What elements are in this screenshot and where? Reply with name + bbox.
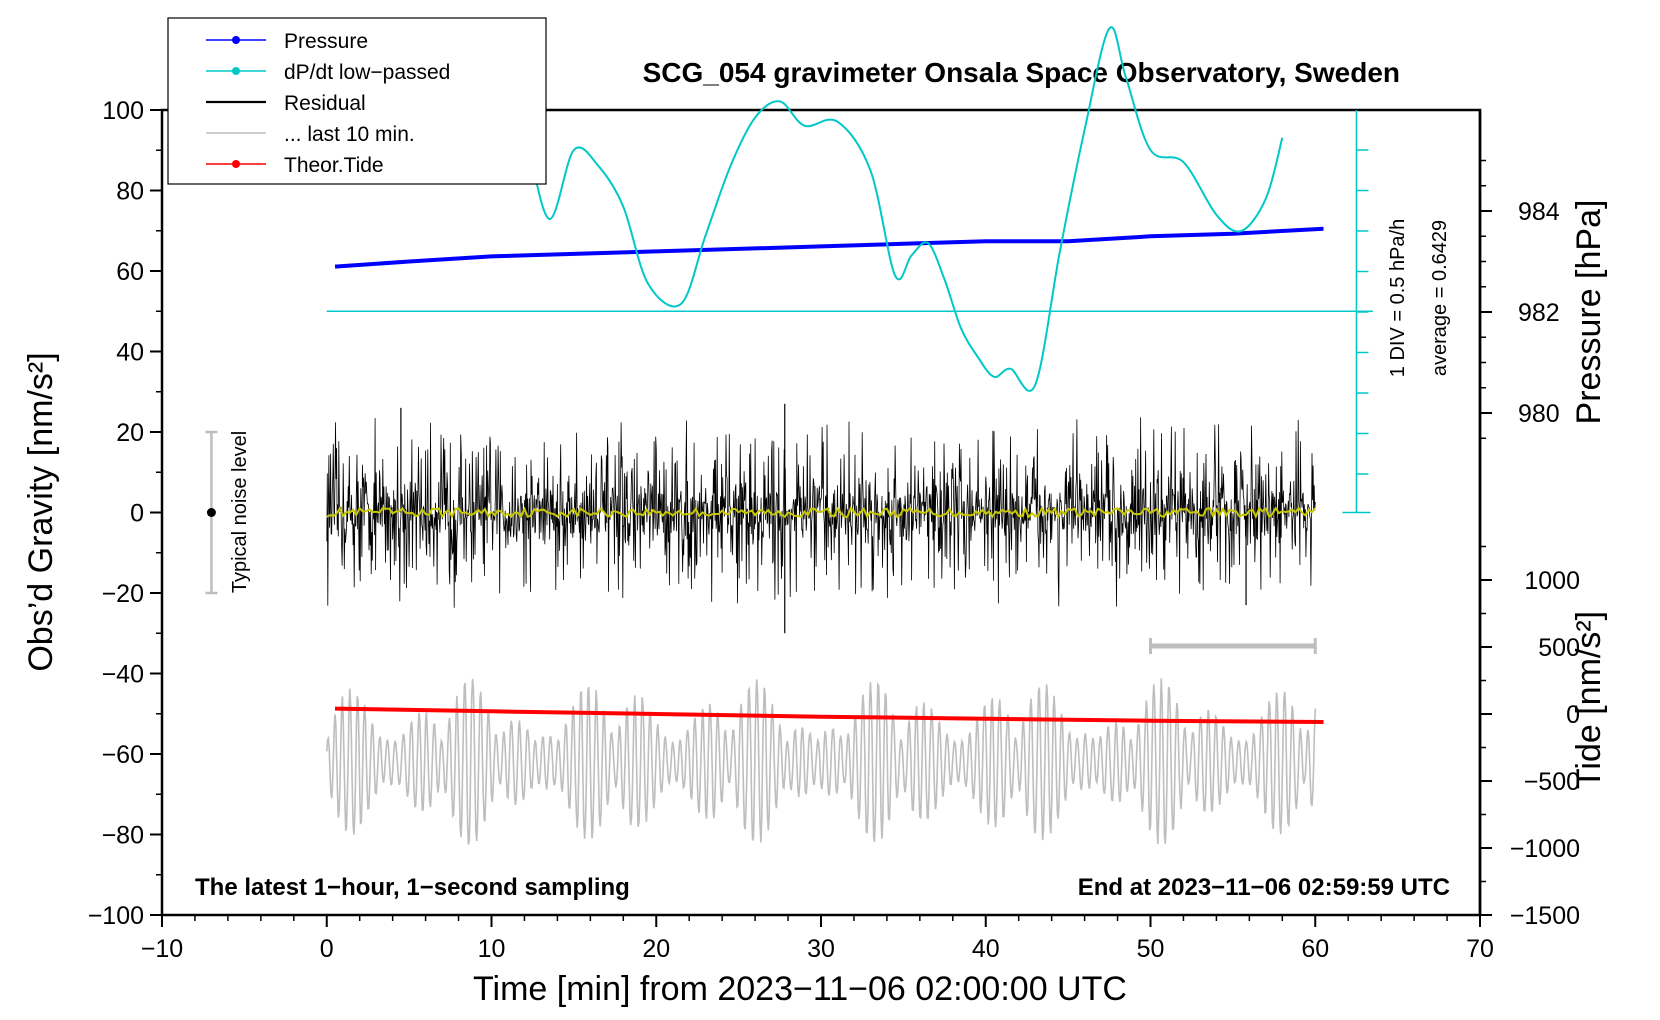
y-tick-label: −60 bbox=[102, 741, 144, 769]
y-tick-label: −100 bbox=[88, 902, 144, 930]
legend-label: Theor.Tide bbox=[284, 154, 384, 177]
legend: Pressure dP/dt low−passed Residual ... last… bbox=[167, 17, 547, 185]
x-tick-label: 60 bbox=[1301, 935, 1329, 963]
left-axis: 100 80 60 40 20 0 −20 −40 −60 −80 −100 bbox=[88, 97, 162, 930]
dpdt-average-label: average = 0.6429 bbox=[1429, 220, 1451, 376]
noise-bar-center-dot bbox=[206, 508, 216, 517]
annotations bbox=[205, 430, 1317, 654]
y-tick-label: −80 bbox=[102, 822, 144, 850]
pressure-tick-label: 984 bbox=[1518, 198, 1560, 226]
x-tick-label: 40 bbox=[972, 935, 1000, 963]
y-axis-title-tide: Tide [nm/s²] bbox=[1570, 611, 1608, 789]
legend-marker bbox=[232, 160, 240, 168]
y-tick-label: 0 bbox=[130, 500, 144, 528]
tide-tick-label: 500 bbox=[1538, 634, 1580, 662]
legend-label: ... last 10 min. bbox=[284, 123, 415, 146]
dpdt-scale bbox=[326, 110, 1373, 514]
legend-label: Pressure bbox=[284, 30, 368, 53]
x-tick-label: 50 bbox=[1137, 935, 1165, 963]
tide-tick-label: −1000 bbox=[1510, 835, 1580, 863]
x-axis: −10 0 10 20 30 40 50 60 70 bbox=[141, 915, 1494, 963]
x-tick-label: 0 bbox=[320, 935, 334, 963]
last-10-min-line bbox=[326, 678, 1317, 845]
y-tick-label: 100 bbox=[102, 97, 144, 125]
y-tick-label: −40 bbox=[102, 661, 144, 689]
x-tick-label: 70 bbox=[1466, 935, 1494, 963]
y-tick-label: −20 bbox=[102, 580, 144, 608]
pressure-tick-label: 982 bbox=[1518, 299, 1560, 327]
chart-title: SCG_054 gravimeter Onsala Space Observat… bbox=[643, 57, 1400, 88]
legend-label: dP/dt low−passed bbox=[284, 61, 450, 84]
residual-smoothed-line bbox=[326, 506, 1317, 520]
noise-level-label: Typical noise level bbox=[229, 431, 251, 593]
x-tick-label: 30 bbox=[807, 935, 835, 963]
y-axis-title-gravity: Obs’d Gravity [nm/s²] bbox=[22, 352, 60, 671]
y-tick-label: 80 bbox=[116, 178, 144, 206]
tide-tick-label: −1500 bbox=[1510, 902, 1580, 930]
x-tick-label: 20 bbox=[642, 935, 670, 963]
pressure-tick-label: 980 bbox=[1518, 400, 1560, 428]
x-tick-label: 10 bbox=[478, 935, 506, 963]
x-axis-title: Time [min] from 2023−11−06 02:00:00 UTC bbox=[473, 970, 1127, 1008]
note-end-time: End at 2023−11−06 02:59:59 UTC bbox=[1078, 874, 1450, 901]
legend-marker bbox=[232, 36, 240, 44]
dpdt-scale-label: 1 DIV = 0.5 hPa/h bbox=[1387, 219, 1409, 377]
tide-tick-label: 0 bbox=[1566, 701, 1580, 729]
y-tick-label: 40 bbox=[116, 339, 144, 367]
y-tick-label: 60 bbox=[116, 258, 144, 286]
note-sampling: The latest 1−hour, 1−second sampling bbox=[195, 874, 630, 901]
legend-label: Residual bbox=[284, 92, 366, 115]
legend-marker bbox=[232, 67, 240, 75]
y-tick-label: 20 bbox=[116, 419, 144, 447]
theor-tide-line bbox=[334, 706, 1324, 724]
tide-tick-label: −500 bbox=[1524, 768, 1580, 796]
y-axis-title-pressure: Pressure [hPa] bbox=[1570, 200, 1608, 425]
pressure-line bbox=[334, 226, 1324, 269]
right-axes: 984 982 980 1000 500 0 −500 −1000 −1500 bbox=[1478, 110, 1580, 930]
x-tick-label: −10 bbox=[141, 935, 183, 963]
tide-tick-label: 1000 bbox=[1524, 567, 1580, 595]
